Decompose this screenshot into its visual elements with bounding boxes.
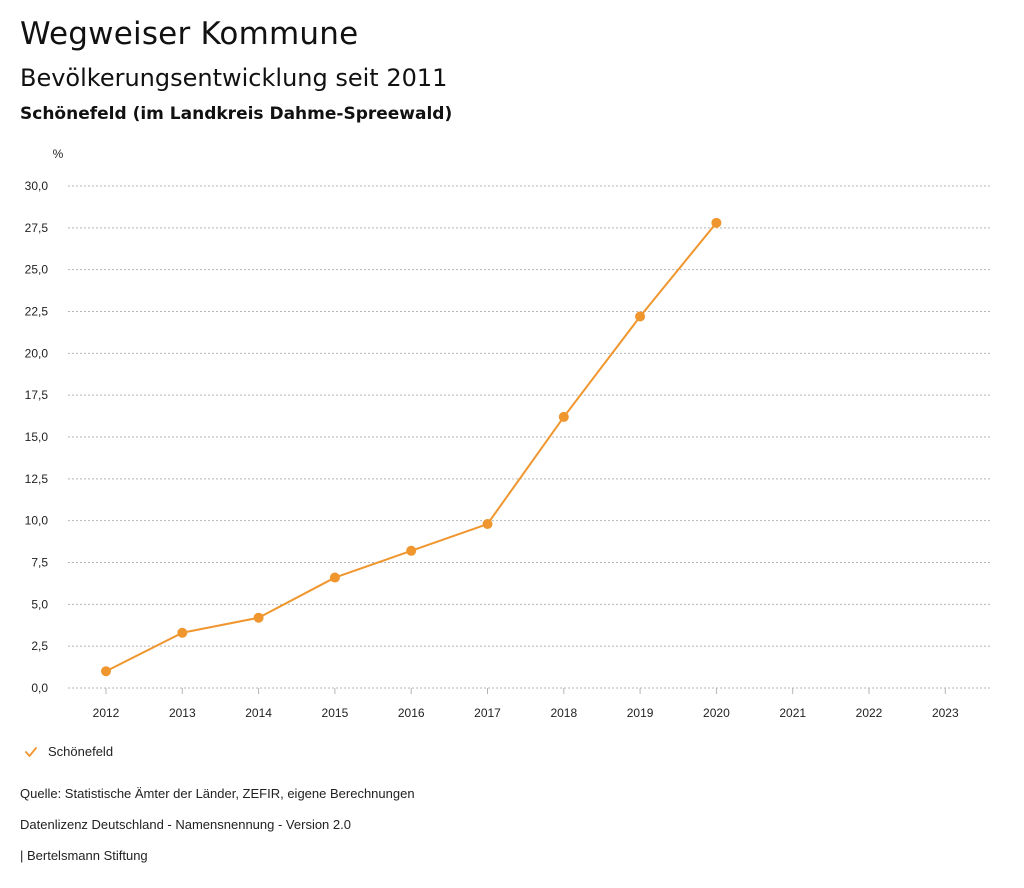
data-point-2020: [711, 217, 722, 228]
data-point-2013: [177, 627, 188, 638]
x-tick-label: 2022: [856, 706, 883, 720]
x-tick-label: 2016: [398, 706, 425, 720]
y-tick-label: 15,0: [25, 430, 49, 444]
y-tick-label: 2,5: [31, 639, 48, 653]
license-note: Datenlizenz Deutschland - Namensnennung …: [20, 817, 351, 832]
y-tick-label: 27,5: [25, 221, 49, 235]
data-point-2016: [406, 545, 417, 556]
chart-subtitle: Bevölkerungsentwicklung seit 2011: [20, 64, 448, 92]
x-tick-label: 2015: [322, 706, 349, 720]
x-tick-label: 2020: [703, 706, 730, 720]
x-tick-label: 2013: [169, 706, 196, 720]
x-tick-label: 2018: [550, 706, 577, 720]
y-tick-label: 20,0: [25, 346, 49, 360]
y-tick-label: 17,5: [25, 388, 49, 402]
data-point-2015: [329, 572, 340, 583]
data-point-2017: [482, 519, 493, 530]
y-tick-label: 0,0: [31, 681, 48, 695]
y-tick-label: 7,5: [31, 556, 48, 570]
y-axis-unit-label: %: [53, 147, 64, 161]
page-title: Wegweiser Kommune: [20, 16, 359, 52]
x-tick-label: 2021: [779, 706, 806, 720]
legend[interactable]: Schönefeld: [24, 744, 113, 759]
y-axis-ticks: 0,0 2,5 5,0 7,5 10,0 12,5 15,0 17,5 20,0 22,5 25,0…: [25, 179, 49, 695]
region-label: Schönefeld (im Landkreis Dahme-Spreewald…: [20, 104, 453, 124]
y-tick-label: 25,0: [25, 263, 49, 277]
check-icon: [25, 746, 37, 757]
x-tick-label: 2019: [627, 706, 654, 720]
y-tick-label: 12,5: [25, 472, 49, 486]
y-tick-label: 30,0: [25, 179, 49, 193]
legend-label-schoenefeld: Schönefeld: [48, 744, 114, 759]
y-tick-label: 5,0: [31, 597, 48, 611]
series-layer: [101, 217, 722, 677]
x-tick-label: 2014: [245, 706, 272, 720]
data-point-2012: [101, 666, 111, 677]
line-chart: 0,0 2,5 5,0 7,5 10,0 12,5 15,0 17,5 20,0 22,5 25,0…: [25, 147, 990, 720]
x-tick-label: 2012: [93, 706, 120, 720]
x-tick-label: 2017: [474, 706, 501, 720]
data-point-2018: [558, 411, 569, 422]
data-point-2019: [635, 311, 646, 322]
x-tick-label: 2023: [932, 706, 959, 720]
y-tick-label: 10,0: [25, 514, 49, 528]
data-point-2014: [253, 612, 264, 623]
grid-lines: [68, 185, 990, 689]
y-tick-label: 22,5: [25, 305, 49, 319]
credit-note: | Bertelsmann Stiftung: [20, 848, 148, 863]
x-axis-ticks: 2012 2013 2014 2015 2016 2017 2018 2019 2020 2021…: [93, 688, 959, 720]
source-note: Quelle: Statistische Ämter der Länder, Z…: [20, 786, 415, 801]
